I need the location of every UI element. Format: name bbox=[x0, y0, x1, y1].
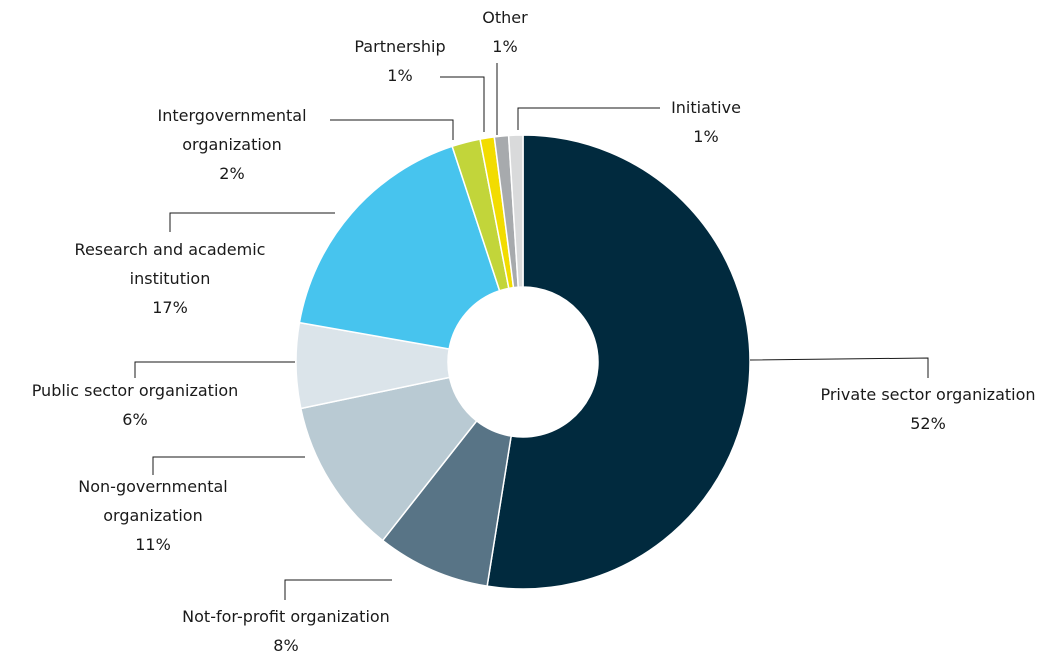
slice-label: Research and academic institution 17% bbox=[70, 235, 270, 322]
value-label: 2% bbox=[219, 164, 245, 183]
slice-label: Other 1% bbox=[465, 3, 545, 61]
leader-line bbox=[749, 357, 929, 378]
value-label: 1% bbox=[492, 37, 518, 56]
leader-line bbox=[152, 456, 305, 475]
leader-line bbox=[134, 361, 295, 378]
value-label: 8% bbox=[273, 636, 299, 655]
value-label: 6% bbox=[122, 410, 148, 429]
slice-label: Initiative 1% bbox=[646, 93, 766, 151]
slice-label: Partnership 1% bbox=[340, 32, 460, 90]
category-name: Private sector organization bbox=[820, 385, 1036, 404]
slice bbox=[507, 134, 524, 288]
value-label: 1% bbox=[387, 66, 413, 85]
category-name: Public sector organization bbox=[31, 381, 239, 400]
category-name: Intergovernmental organization bbox=[157, 106, 307, 154]
slice bbox=[298, 145, 501, 350]
slice-label: Not-for-profit organization 8% bbox=[146, 602, 426, 660]
leader-line bbox=[330, 119, 454, 140]
leader-line bbox=[169, 212, 335, 232]
leader-line bbox=[517, 107, 660, 130]
slice-label: Public sector organization 6% bbox=[0, 376, 275, 434]
value-label: 17% bbox=[152, 298, 188, 317]
slice-label: Intergovernmental organization 2% bbox=[137, 101, 327, 188]
category-name: Initiative bbox=[671, 98, 741, 117]
value-label: 52% bbox=[910, 414, 946, 433]
value-label: 11% bbox=[135, 535, 171, 554]
leader-line bbox=[284, 579, 392, 600]
category-name: Not-for-profit organization bbox=[182, 607, 390, 626]
leader-line bbox=[440, 76, 485, 132]
slice-label: Non-governmental organization 11% bbox=[63, 472, 243, 559]
category-name: Research and academic institution bbox=[74, 240, 266, 288]
slice-label: Private sector organization 52% bbox=[788, 380, 1057, 438]
slice bbox=[486, 134, 751, 590]
category-name: Non-governmental organization bbox=[78, 477, 228, 525]
category-name: Other bbox=[482, 8, 528, 27]
slice bbox=[299, 376, 478, 542]
category-name: Partnership bbox=[354, 37, 446, 56]
value-label: 1% bbox=[693, 127, 719, 146]
